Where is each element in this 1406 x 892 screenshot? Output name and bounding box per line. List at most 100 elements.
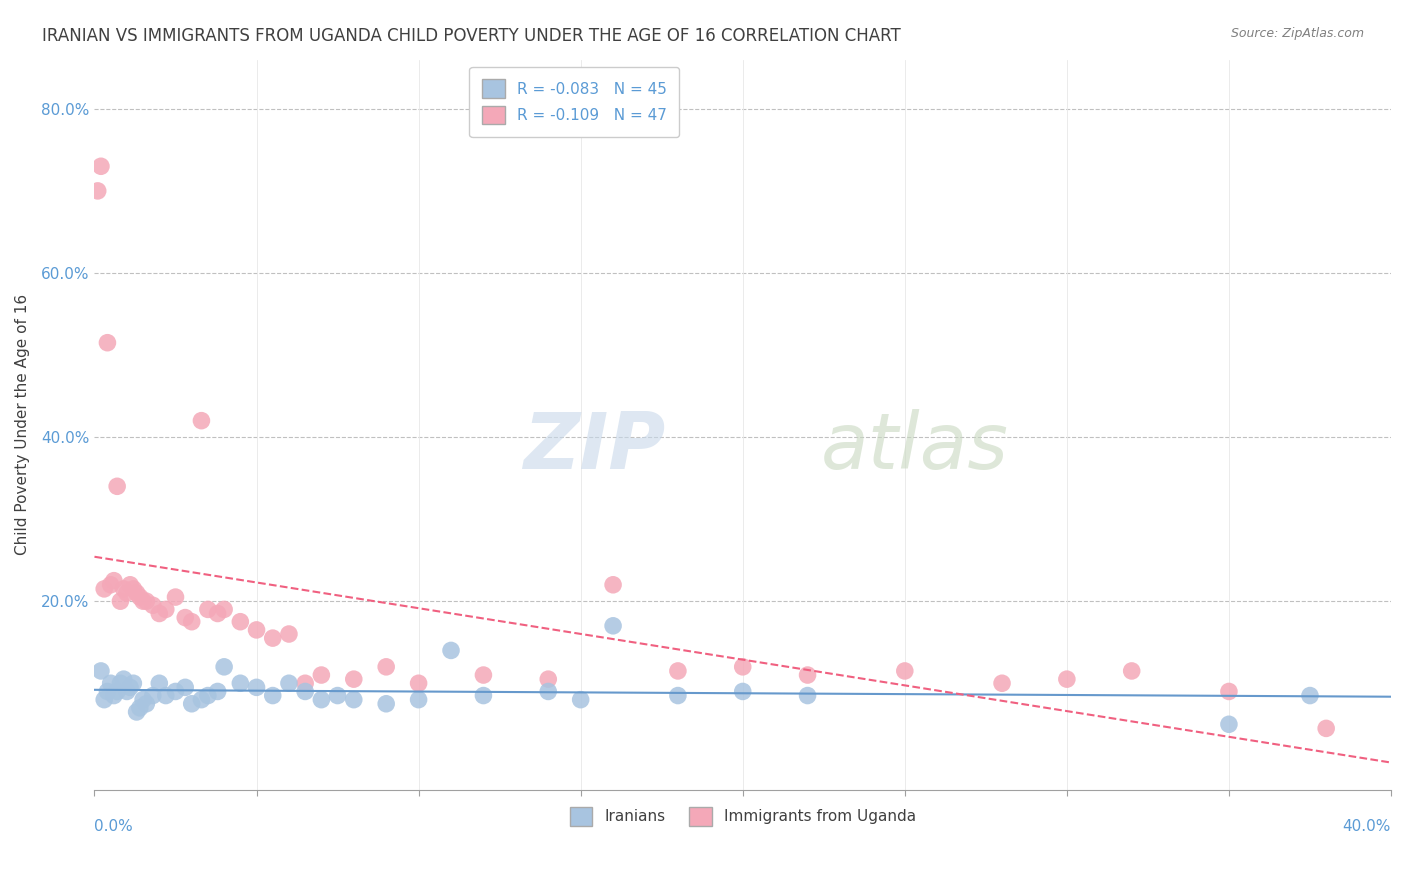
Point [155,602,177,616]
Point [125,705,148,719]
Point [128,590,150,604]
Point [731,684,754,698]
Point [326,689,349,703]
Text: 40.0%: 40.0% [1343,819,1391,834]
Point [311,692,333,706]
Point [602,619,624,633]
Point [1315,722,1337,736]
Text: atlas: atlas [821,409,1008,484]
Point [408,676,430,690]
Point [440,643,463,657]
Point [90,159,112,173]
Point [207,607,229,621]
Point [86,184,108,198]
Point [90,664,112,678]
Point [537,684,560,698]
Point [190,692,212,706]
Text: 0.0%: 0.0% [94,819,134,834]
Point [174,681,197,695]
Point [100,578,122,592]
Point [796,668,818,682]
Point [100,676,122,690]
Point [180,697,202,711]
Point [132,594,155,608]
Text: Source: ZipAtlas.com: Source: ZipAtlas.com [1230,27,1364,40]
Point [569,692,592,706]
Point [122,582,145,596]
Point [1299,689,1322,703]
Point [142,599,165,613]
Point [105,684,128,698]
Point [375,660,398,674]
Point [991,676,1014,690]
Point [731,660,754,674]
Point [120,578,142,592]
Point [294,684,316,698]
Point [278,627,301,641]
Point [96,335,118,350]
Point [135,697,157,711]
Point [165,684,187,698]
Point [93,692,115,706]
Point [294,676,316,690]
Point [212,660,235,674]
Point [148,676,170,690]
Point [103,574,125,588]
Point [128,701,150,715]
Point [245,623,267,637]
Point [174,610,197,624]
Text: IRANIAN VS IMMIGRANTS FROM UGANDA CHILD POVERTY UNDER THE AGE OF 16 CORRELATION : IRANIAN VS IMMIGRANTS FROM UGANDA CHILD … [42,27,901,45]
Point [666,689,689,703]
Point [602,578,624,592]
Point [278,676,301,690]
Point [142,689,165,703]
Point [375,697,398,711]
Point [1218,717,1240,731]
Point [197,602,219,616]
Point [311,668,333,682]
Point [1056,672,1078,686]
Point [1121,664,1143,678]
Point [262,689,284,703]
Point [796,689,818,703]
Point [408,692,430,706]
Point [96,684,118,698]
Point [93,582,115,596]
Point [343,672,366,686]
Point [343,692,366,706]
Y-axis label: Child Poverty Under the Age of 16: Child Poverty Under the Age of 16 [15,294,30,556]
Point [135,594,157,608]
Point [197,689,219,703]
Point [229,676,252,690]
Point [115,586,138,600]
Point [1218,684,1240,698]
Legend: Iranians, Immigrants from Uganda: Iranians, Immigrants from Uganda [562,799,924,833]
Point [120,681,142,695]
Point [122,676,145,690]
Point [110,594,132,608]
Point [472,668,495,682]
Point [112,672,135,686]
Point [112,582,135,596]
Point [262,631,284,645]
Point [115,684,138,698]
Point [207,684,229,698]
Point [229,615,252,629]
Point [537,672,560,686]
Point [666,664,689,678]
Point [472,689,495,703]
Text: ZIP: ZIP [523,409,665,484]
Point [190,414,212,428]
Point [155,689,177,703]
Point [105,479,128,493]
Point [245,681,267,695]
Point [148,607,170,621]
Point [212,602,235,616]
Point [125,586,148,600]
Point [180,615,202,629]
Point [165,590,187,604]
Point [894,664,917,678]
Point [103,689,125,703]
Point [132,692,155,706]
Point [110,676,132,690]
